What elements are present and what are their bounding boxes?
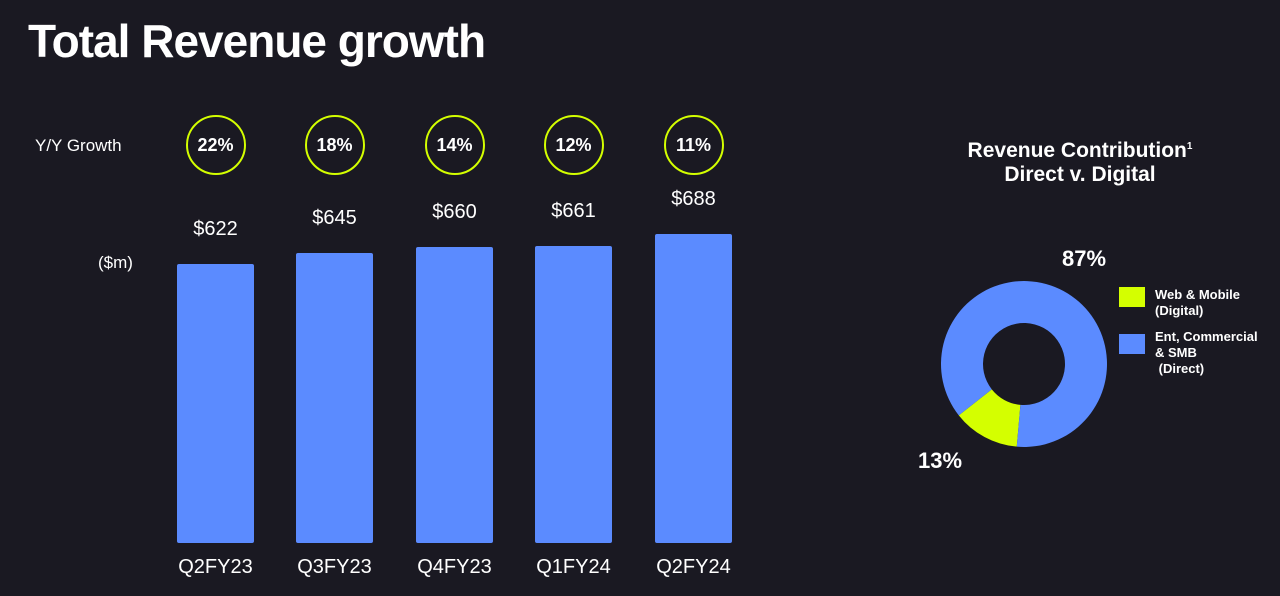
legend-text: (Digital) [1155,303,1204,318]
donut-slice-digital [958,389,1021,447]
x-tick-label: Q4FY23 [417,556,492,578]
legend-item-direct: Ent, Commercial & SMB (Direct) [1119,329,1258,377]
donut-title-text: Revenue Contribution [967,139,1187,162]
bar-Q2FY23 [177,263,254,543]
x-tick-label: Q1FY24 [536,556,611,578]
bar-Q2FY24 [655,234,732,543]
legend-text: Web & Mobile [1155,287,1240,302]
donut-subtitle: Direct v. Digital [1004,163,1156,186]
direct-pct-label: 87% [1062,246,1107,271]
bar-value-label: $688 [671,188,716,210]
x-tick-label: Q2FY24 [656,556,731,578]
digital-pct-label: 13% [918,448,963,473]
page-title: Total Revenue growth [28,15,486,67]
legend-swatch-digital [1119,287,1145,307]
x-tick-label: Q2FY23 [178,556,253,578]
legend-text: & SMB [1155,345,1197,360]
bar-value-label: $622 [193,217,238,240]
bar-Q3FY23 [296,253,373,543]
legend-swatch-direct [1119,334,1145,354]
growth-bubble: 11% [663,115,724,175]
legend-text: Ent, Commercial [1155,329,1258,344]
y-unit-label: ($m) [98,253,133,272]
bar-value-label: $660 [432,200,477,223]
x-tick-label: Q3FY23 [297,556,372,578]
growth-bubble: 22% [185,115,246,175]
legend-item-digital: Web & Mobile (Digital) [1119,287,1240,319]
footnote-marker: 1 [1186,141,1193,152]
bar-value-label: $661 [551,200,596,223]
donut-title: Revenue Contribution1 Direct v. Digital [930,135,1230,187]
bar-Q1FY24 [535,246,612,543]
donut-slice-direct [941,280,1107,448]
growth-bubble: 18% [304,115,365,175]
legend-text: (Direct) [1155,361,1205,376]
bar-Q4FY23 [416,246,493,543]
growth-bubble: 14% [424,115,485,175]
growth-row-label: Y/Y Growth [35,136,122,155]
growth-bubble: 12% [543,115,604,175]
bar-value-label: $645 [312,207,357,230]
